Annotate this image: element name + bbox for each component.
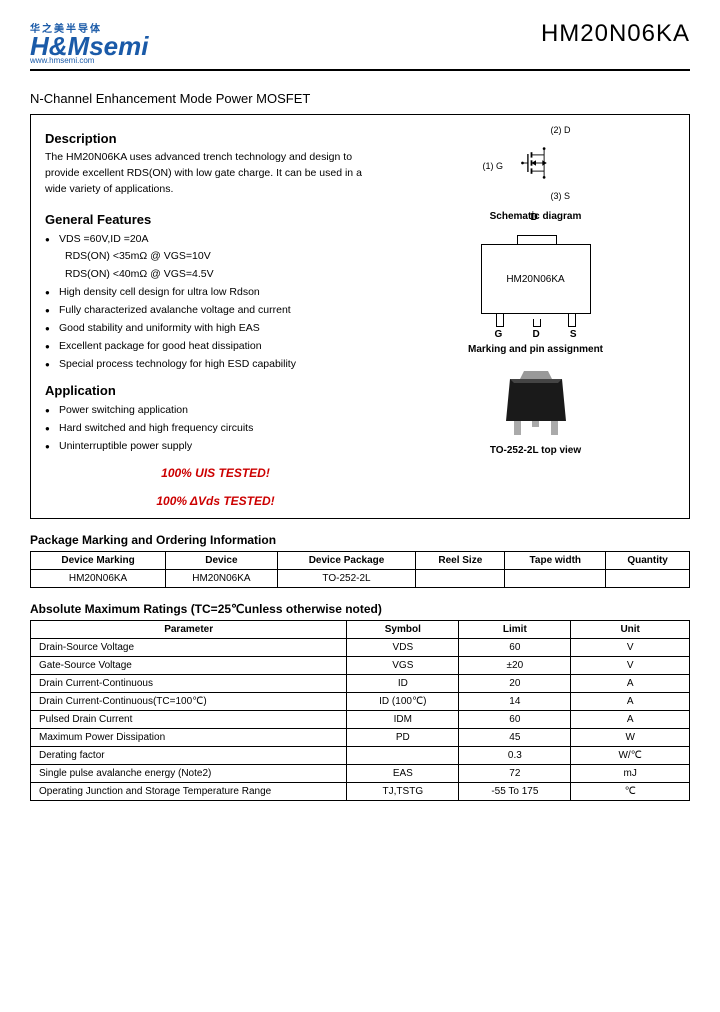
ordering-col: Device Marking — [31, 551, 166, 569]
package-pin-g: G — [495, 329, 503, 340]
application-title: Application — [45, 383, 386, 398]
table-row: Maximum Power DissipationPD45W — [31, 728, 690, 746]
product-subtitle: N-Channel Enhancement Mode Power MOSFET — [30, 91, 690, 106]
table-row: Pulsed Drain CurrentIDM60A — [31, 710, 690, 728]
logo-block: 华之美半导体 H&Msemi www.hmsemi.com — [30, 20, 148, 65]
table-row: Single pulse avalanche energy (Note2)EAS… — [31, 764, 690, 782]
feature-item: Excellent package for good heat dissipat… — [45, 338, 386, 356]
ordering-col: Device Package — [277, 551, 416, 569]
schematic-pin-d: (2) D — [551, 125, 571, 135]
dpak-top-view — [496, 369, 576, 439]
features-list: VDS =60V,ID =20A RDS(ON) <35mΩ @ VGS=10V… — [45, 231, 386, 374]
right-column: (2) D (1) G (3) S — [396, 125, 675, 508]
table-row: Drain Current-Continuous(TC=100℃)ID (100… — [31, 692, 690, 710]
feature-item: High density cell design for ultra low R… — [45, 284, 386, 302]
logo-url: www.hmsemi.com — [30, 56, 148, 65]
table-row: Drain Current-ContinuousID20A — [31, 674, 690, 692]
table-row: Drain-Source VoltageVDS60V — [31, 638, 690, 656]
mosfet-symbol-icon — [521, 145, 551, 181]
schematic-pin-g: (1) G — [483, 161, 504, 171]
ordering-col: Quantity — [606, 551, 690, 569]
marking-caption: Marking and pin assignment — [468, 344, 603, 355]
table-row: Gate-Source VoltageVGS±20V — [31, 656, 690, 674]
ordering-col: Device — [166, 551, 278, 569]
feature-item: Fully characterized avalanche voltage an… — [45, 302, 386, 320]
package-marking-text: HM20N06KA — [506, 274, 564, 285]
schematic-pin-s: (3) S — [551, 191, 571, 201]
page-header: 华之美半导体 H&Msemi www.hmsemi.com HM20N06KA — [30, 20, 690, 71]
ratings-col: Parameter — [31, 620, 347, 638]
left-column: Description The HM20N06KA uses advanced … — [45, 125, 386, 508]
ordering-col: Reel Size — [416, 551, 505, 569]
ratings-col: Symbol — [347, 620, 459, 638]
ratings-title: Absolute Maximum Ratings (TC=25℃unless o… — [30, 602, 690, 616]
table-row: Operating Junction and Storage Temperatu… — [31, 782, 690, 800]
tested-line-2: 100% ΔVds TESTED! — [45, 494, 386, 508]
feature-item: VDS =60V,ID =20A — [45, 231, 386, 249]
feature-item: Good stability and uniformity with high … — [45, 320, 386, 338]
package-pin-d: D — [533, 329, 540, 340]
feature-item: RDS(ON) <35mΩ @ VGS=10V — [45, 248, 386, 266]
ordering-table: Device Marking Device Device Package Ree… — [30, 551, 690, 588]
ratings-table: Parameter Symbol Limit Unit Drain-Source… — [30, 620, 690, 801]
feature-item: Special process technology for high ESD … — [45, 356, 386, 374]
application-item: Hard switched and high frequency circuit… — [45, 420, 386, 438]
description-text: The HM20N06KA uses advanced trench techn… — [45, 150, 386, 197]
ratings-col: Limit — [459, 620, 571, 638]
ordering-cell: HM20N06KA — [166, 569, 278, 587]
dpak-icon — [496, 369, 576, 439]
description-title: Description — [45, 131, 386, 146]
main-content-box: Description The HM20N06KA uses advanced … — [30, 114, 690, 519]
ratings-col: Unit — [571, 620, 690, 638]
ordering-cell — [606, 569, 690, 587]
package-pin-d-top: D — [531, 212, 538, 223]
ordering-cell: HM20N06KA — [31, 569, 166, 587]
ordering-cell — [505, 569, 606, 587]
ordering-cell: TO-252-2L — [277, 569, 416, 587]
ordering-title: Package Marking and Ordering Information — [30, 533, 690, 547]
application-list: Power switching application Hard switche… — [45, 402, 386, 456]
package-pin-s: S — [570, 329, 577, 340]
ordering-row: HM20N06KA HM20N06KA TO-252-2L — [31, 569, 690, 587]
feature-item: RDS(ON) <40mΩ @ VGS=4.5V — [45, 266, 386, 284]
ordering-cell — [416, 569, 505, 587]
application-item: Uninterruptible power supply — [45, 438, 386, 456]
tested-line-1: 100% UIS TESTED! — [45, 466, 386, 480]
schematic-diagram: (2) D (1) G (3) S — [481, 125, 591, 205]
part-number: HM20N06KA — [541, 20, 690, 48]
ordering-col: Tape width — [505, 551, 606, 569]
table-row: Derating factor0.3W/℃ — [31, 746, 690, 764]
logo-main: H&Msemi — [30, 35, 148, 58]
application-item: Power switching application — [45, 402, 386, 420]
package-marking-diagram: D HM20N06KA G D S — [481, 238, 591, 332]
package-caption: TO-252-2L top view — [490, 445, 581, 456]
features-title: General Features — [45, 212, 386, 227]
